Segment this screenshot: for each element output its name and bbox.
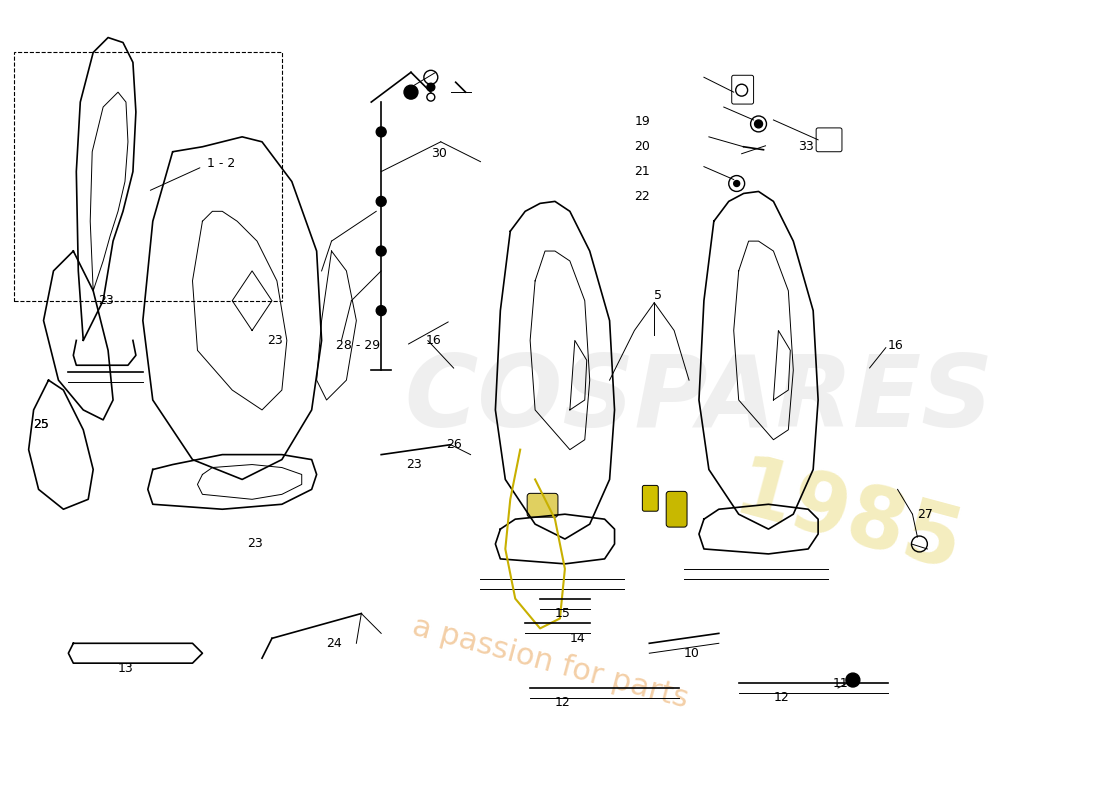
- Circle shape: [376, 127, 386, 137]
- Text: 33: 33: [799, 140, 814, 154]
- Text: 23: 23: [267, 334, 283, 347]
- Text: 22: 22: [635, 190, 650, 203]
- Text: 1 - 2: 1 - 2: [208, 157, 235, 170]
- Circle shape: [404, 86, 418, 99]
- Text: 10: 10: [684, 646, 700, 660]
- Text: 28 - 29: 28 - 29: [337, 339, 381, 352]
- Text: 14: 14: [570, 632, 585, 645]
- Text: 23: 23: [248, 538, 263, 550]
- Text: 26: 26: [446, 438, 462, 451]
- Circle shape: [376, 306, 386, 315]
- Text: 23: 23: [98, 294, 114, 307]
- Text: 15: 15: [556, 607, 571, 620]
- Text: 16: 16: [888, 339, 903, 352]
- Text: 19: 19: [635, 115, 650, 129]
- FancyBboxPatch shape: [732, 75, 754, 104]
- Circle shape: [376, 197, 386, 206]
- Circle shape: [846, 673, 860, 687]
- Text: 12: 12: [773, 691, 789, 705]
- Text: 16: 16: [426, 334, 441, 347]
- Text: 23: 23: [406, 458, 421, 471]
- Circle shape: [734, 181, 739, 186]
- Circle shape: [376, 246, 386, 256]
- FancyBboxPatch shape: [527, 494, 558, 517]
- Circle shape: [427, 83, 434, 91]
- FancyBboxPatch shape: [816, 128, 842, 152]
- Text: 20: 20: [635, 140, 650, 154]
- Text: 21: 21: [635, 165, 650, 178]
- Text: 27: 27: [917, 508, 933, 521]
- Text: 25: 25: [34, 418, 50, 431]
- Text: 1985: 1985: [725, 450, 970, 588]
- Text: 5: 5: [654, 290, 662, 302]
- Text: 12: 12: [556, 696, 571, 710]
- Text: 30: 30: [431, 147, 447, 160]
- Text: 11: 11: [833, 677, 849, 690]
- Text: a passion for parts: a passion for parts: [409, 612, 691, 714]
- FancyBboxPatch shape: [667, 491, 688, 527]
- Text: COSPARES: COSPARES: [405, 351, 993, 449]
- Text: 13: 13: [118, 662, 134, 674]
- Circle shape: [755, 120, 762, 128]
- Text: 25: 25: [34, 418, 50, 431]
- FancyBboxPatch shape: [642, 486, 658, 511]
- Text: 24: 24: [327, 637, 342, 650]
